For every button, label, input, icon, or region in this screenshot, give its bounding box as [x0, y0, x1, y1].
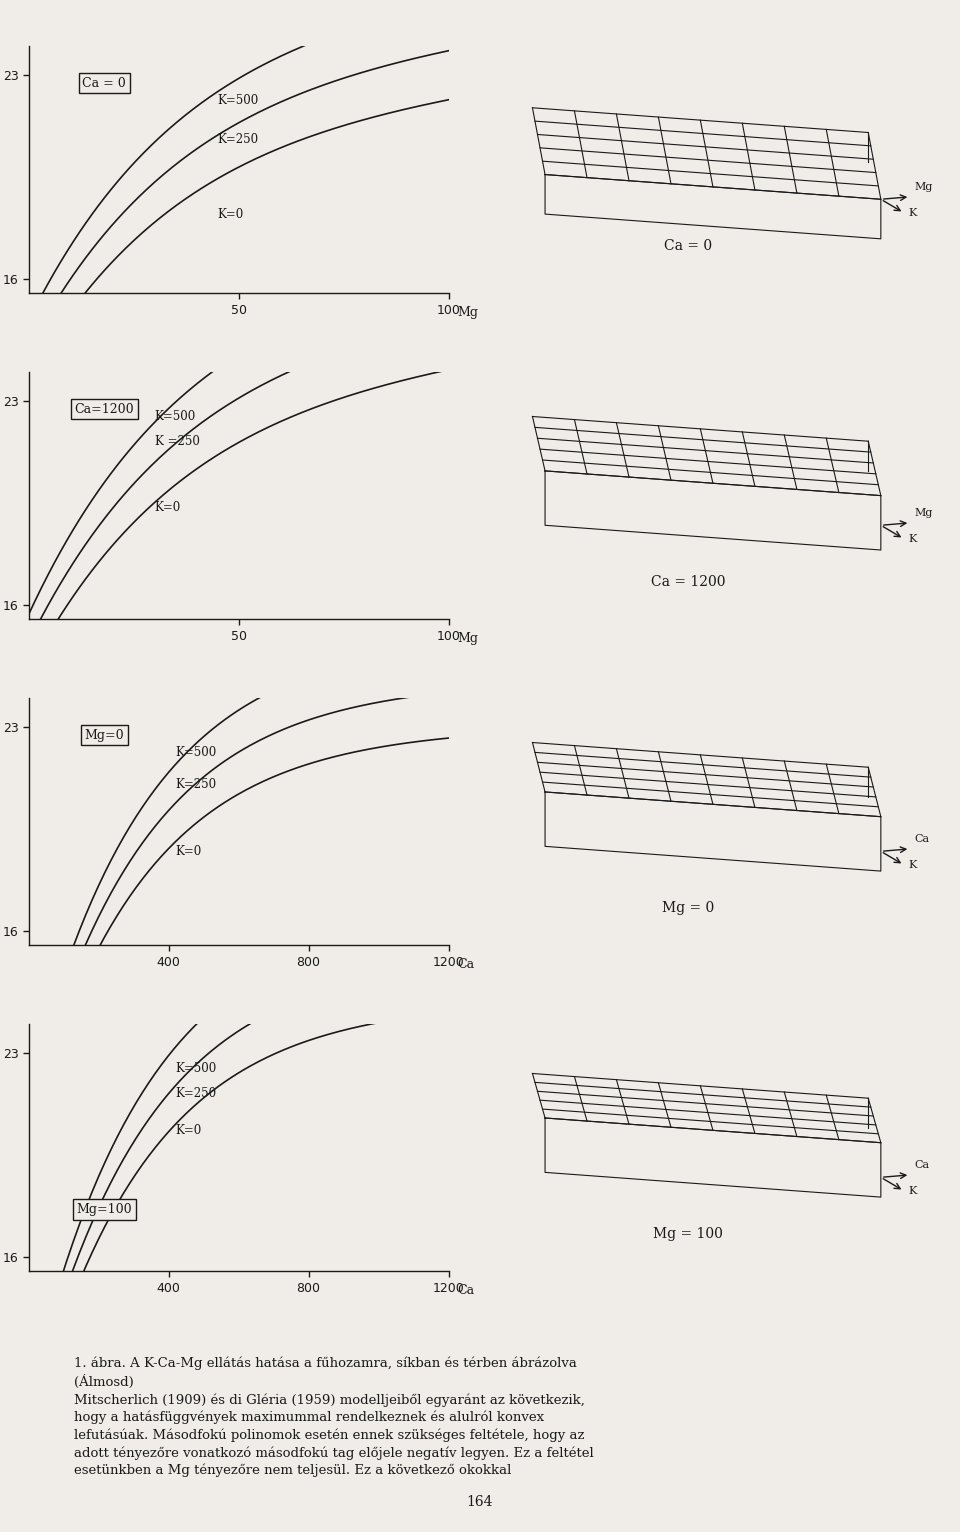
Text: Ca: Ca [457, 1284, 474, 1296]
Text: K=0: K=0 [176, 844, 202, 858]
Text: Mg = 0: Mg = 0 [661, 901, 714, 915]
Text: K =250: K =250 [155, 435, 200, 447]
Text: Ca = 0: Ca = 0 [663, 239, 711, 253]
Text: 164: 164 [467, 1495, 493, 1509]
Text: Ca=1200: Ca=1200 [75, 403, 134, 415]
Text: Mg: Mg [457, 305, 478, 319]
Text: Mg = 100: Mg = 100 [653, 1227, 723, 1241]
Text: K=0: K=0 [176, 1124, 202, 1137]
Text: K=0: K=0 [155, 501, 181, 515]
Text: K=500: K=500 [155, 411, 196, 423]
Text: K=500: K=500 [176, 1062, 217, 1075]
Text: Mg: Mg [915, 509, 933, 518]
Text: K=0: K=0 [218, 208, 244, 221]
Text: Mg: Mg [457, 631, 478, 645]
Text: Ca: Ca [457, 958, 474, 971]
Text: Mg: Mg [915, 182, 933, 192]
Text: Ca = 1200: Ca = 1200 [651, 574, 725, 588]
Text: K=250: K=250 [176, 1086, 217, 1100]
Text: K: K [908, 1186, 917, 1196]
Text: K=500: K=500 [218, 93, 259, 107]
Text: K: K [908, 859, 917, 870]
Text: Mg=0: Mg=0 [84, 729, 124, 741]
Text: Mg=100: Mg=100 [77, 1203, 132, 1216]
Text: K=250: K=250 [176, 778, 217, 791]
Text: K: K [908, 533, 917, 544]
Text: Ca: Ca [915, 1160, 929, 1170]
Text: Ca = 0: Ca = 0 [83, 77, 126, 89]
Text: Ca: Ca [915, 833, 929, 844]
Text: 1. ábra. A K-Ca-Mg ellátás hatása a fűhozamra, síkban és térben ábrázolva
(Álmos: 1. ábra. A K-Ca-Mg ellátás hatása a fűho… [74, 1357, 593, 1477]
Text: K: K [908, 208, 917, 218]
Text: K=250: K=250 [218, 133, 259, 147]
Text: K=500: K=500 [176, 746, 217, 758]
